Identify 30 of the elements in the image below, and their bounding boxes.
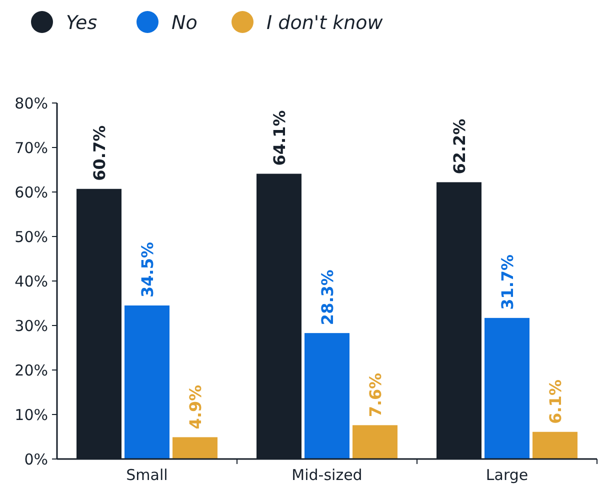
y-tick-label: 30%	[14, 316, 48, 335]
data-label: 6.1%	[546, 379, 565, 424]
bar	[124, 305, 170, 459]
data-label: 4.9%	[186, 384, 205, 430]
y-tick-label: 80%	[14, 94, 48, 112]
data-label: 64.1%	[270, 110, 289, 166]
y-tick-label: 0%	[24, 450, 48, 468]
y-tick-label: 40%	[14, 272, 48, 290]
legend-label: I don't know	[266, 12, 384, 34]
bar	[532, 432, 578, 459]
data-label: 34.5%	[138, 242, 157, 298]
y-tick-label: 50%	[14, 228, 48, 246]
data-label: 60.7%	[90, 125, 109, 181]
legend-label: Yes	[66, 12, 98, 34]
y-tick-label: 10%	[14, 406, 48, 424]
data-label: 31.7%	[498, 254, 517, 310]
data-label: 28.3%	[318, 270, 337, 326]
y-tick-label: 60%	[14, 183, 48, 202]
data-label: 7.6%	[366, 372, 385, 418]
bar	[352, 425, 398, 459]
x-tick-label: Mid-sized	[292, 466, 362, 484]
x-tick-label: Small	[126, 466, 168, 484]
y-tick-label: 20%	[14, 361, 48, 380]
x-tick-label: Large	[486, 466, 528, 484]
y-tick-label: 70%	[14, 138, 48, 157]
legend-label: No	[172, 12, 198, 34]
bar	[484, 318, 530, 459]
data-label: 62.2%	[450, 118, 469, 174]
bar	[304, 333, 350, 459]
bar	[172, 437, 218, 459]
